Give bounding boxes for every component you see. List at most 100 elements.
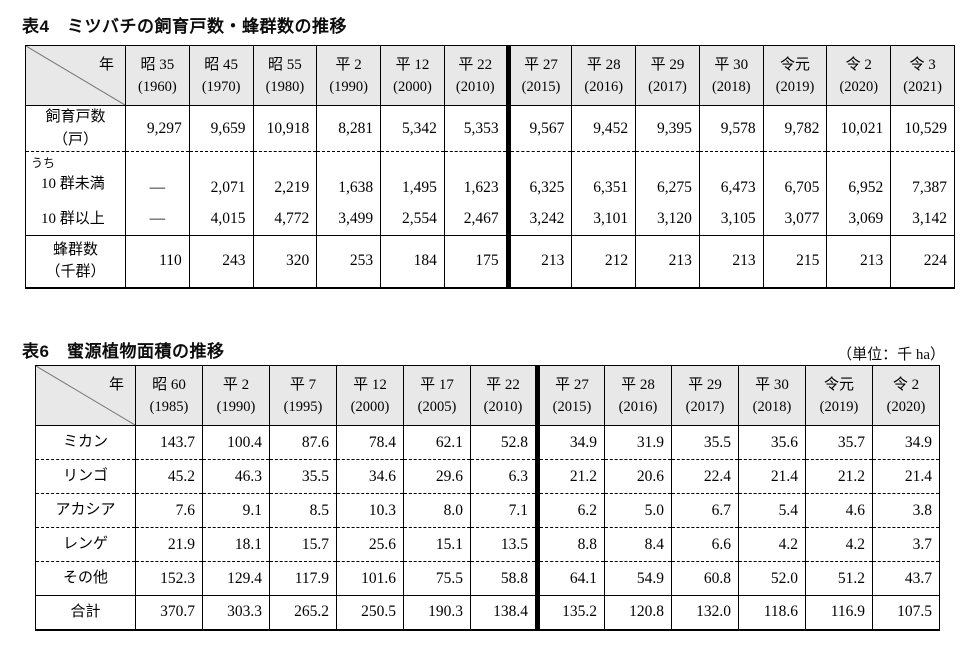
data-cell: 320	[252, 235, 317, 288]
data-cell: 100.4	[202, 425, 270, 460]
data-cell: 265.2	[269, 595, 337, 630]
year-column-header: 令 2 (2020)	[872, 365, 940, 426]
era-label: 令元	[780, 57, 811, 74]
data-cell: 3,105	[698, 202, 764, 236]
year-column-header: 平 22 (2010)	[443, 45, 509, 106]
year-column-header: 昭 60 (1985)	[135, 365, 203, 426]
data-cell: 10,021	[826, 105, 891, 152]
data-cell: 3,120	[635, 202, 700, 236]
data-cell: 132.0	[671, 595, 739, 630]
table-row: 合計 370.7 303.3 265.2 250.5 190.3 138.4 135.2 120…	[36, 595, 940, 630]
data-cell: 1,623	[443, 151, 509, 203]
data-cell: 35.5	[671, 425, 739, 460]
year-column-header: 平 2 (1990)	[202, 365, 270, 426]
year-label: (1985)	[149, 398, 189, 415]
row-label-line: 10 群以上	[41, 210, 105, 227]
row-label: その他	[35, 561, 136, 596]
data-cell: 370.7	[135, 595, 203, 630]
year-label: (2018)	[711, 78, 751, 95]
row-label: 蜂群数 （千群）	[26, 236, 126, 288]
corner-year-label: 年	[108, 377, 124, 393]
data-cell: 21.2	[535, 459, 605, 494]
table-row: レンゲ 21.9 18.1 15.7 25.6 15.1 13.5 8.8 8.4 6.6 4.2 4…	[35, 527, 940, 562]
year-column-header: 平 7 (1995)	[269, 365, 337, 426]
data-cell: 253	[316, 235, 381, 288]
year-label: (2017)	[685, 398, 725, 415]
data-cell: 29.6	[403, 459, 471, 494]
year-column-header: 平 28 (2016)	[604, 365, 672, 426]
data-cell: 224	[890, 235, 955, 288]
data-cell: 4,015	[188, 202, 254, 236]
data-cell: 5,353	[443, 105, 509, 152]
era-label: 平 12	[395, 57, 430, 74]
year-label: (2000)	[393, 78, 432, 95]
year-label: (2015)	[521, 78, 561, 95]
data-cell: 6,705	[762, 151, 827, 203]
data-cell: 129.4	[202, 561, 270, 596]
row-label-line: 蜂群数	[52, 241, 98, 258]
data-cell: 116.9	[805, 595, 873, 630]
table6-body: ミカン 143.7 100.4 87.6 78.4 62.1 52.8 34.9 31.9 35.…	[35, 425, 940, 630]
era-label: 平 7	[289, 377, 317, 394]
data-cell: 4.2	[738, 527, 806, 562]
table-row: うち 10 群未満 —2,071 2,219 1,638 1,495 1,623 6,325 6…	[26, 151, 955, 203]
data-cell: 8.8	[535, 527, 605, 562]
data-cell: 21.4	[738, 459, 806, 494]
table6-title: 表6 蜜源植物面積の推移	[22, 342, 225, 361]
year-label: (2019)	[775, 78, 815, 95]
data-cell: 303.3	[202, 595, 270, 630]
year-label: (1995)	[283, 398, 323, 415]
data-cell: 6.7	[671, 493, 739, 528]
row-label-line: （戸）	[52, 131, 98, 148]
data-cell: 10.3	[336, 493, 404, 528]
data-cell: 10,529	[890, 105, 955, 152]
year-label: (2010)	[483, 398, 523, 415]
data-cell: 184	[380, 235, 445, 288]
era-label: 昭 45	[204, 57, 239, 74]
row-label-line: アカシア	[55, 502, 116, 519]
data-cell: 8,281	[316, 105, 381, 152]
data-cell: 20.6	[604, 459, 672, 494]
year-column-header: 平 12 (2000)	[380, 45, 445, 106]
era-label: 平 2	[222, 377, 250, 394]
data-cell: 7.6	[135, 493, 203, 528]
era-label: 平 17	[420, 377, 454, 394]
row-label-line: （千群）	[45, 264, 106, 281]
data-cell: 54.9	[604, 561, 672, 596]
data-cell: 101.6	[336, 561, 404, 596]
year-column-header: 昭 35 (1960)	[125, 45, 190, 106]
data-cell: 34.9	[872, 425, 940, 460]
data-cell: 4.2	[805, 527, 873, 562]
year-column-header: 昭 55 (1980)	[252, 45, 317, 106]
data-cell: 250.5	[336, 595, 404, 630]
row-label-line: ミカン	[62, 434, 108, 451]
year-label: (1970)	[201, 78, 241, 95]
data-cell: 31.9	[604, 425, 672, 460]
year-column-header: 平 12 (2000)	[336, 365, 404, 426]
era-label: 令 2	[892, 377, 920, 394]
year-label: (2017)	[648, 78, 687, 95]
data-cell: 21.4	[872, 459, 940, 494]
era-label: 平 28	[621, 377, 655, 394]
data-cell: 5.0	[604, 493, 672, 528]
data-cell: 13.5	[470, 527, 538, 562]
data-cell: 64.1	[535, 561, 605, 596]
data-cell: 6,325	[505, 151, 572, 203]
era-label: 平 29	[688, 377, 722, 394]
data-cell: 15.1	[403, 527, 471, 562]
diagonal-line	[36, 366, 135, 425]
data-cell: —	[125, 151, 190, 203]
data-cell: 213	[505, 235, 572, 288]
year-label: (2018)	[752, 398, 792, 415]
era-label: 昭 55	[268, 57, 302, 74]
data-cell: 215	[762, 235, 827, 288]
data-cell: 6,952	[826, 151, 891, 203]
table-row: リンゴ 45.2 46.3 35.5 34.6 29.6 6.3 21.2 20.6 22.4 21…	[35, 459, 940, 494]
data-cell: 52.8	[470, 425, 538, 460]
table4-title: 表4 ミツバチの飼育戸数・蜂群数の推移	[22, 17, 347, 36]
year-label: (2020)	[886, 398, 926, 415]
data-cell: 3,069	[826, 202, 891, 236]
diagonal-line	[26, 46, 125, 105]
data-cell: 9,395	[635, 105, 700, 152]
